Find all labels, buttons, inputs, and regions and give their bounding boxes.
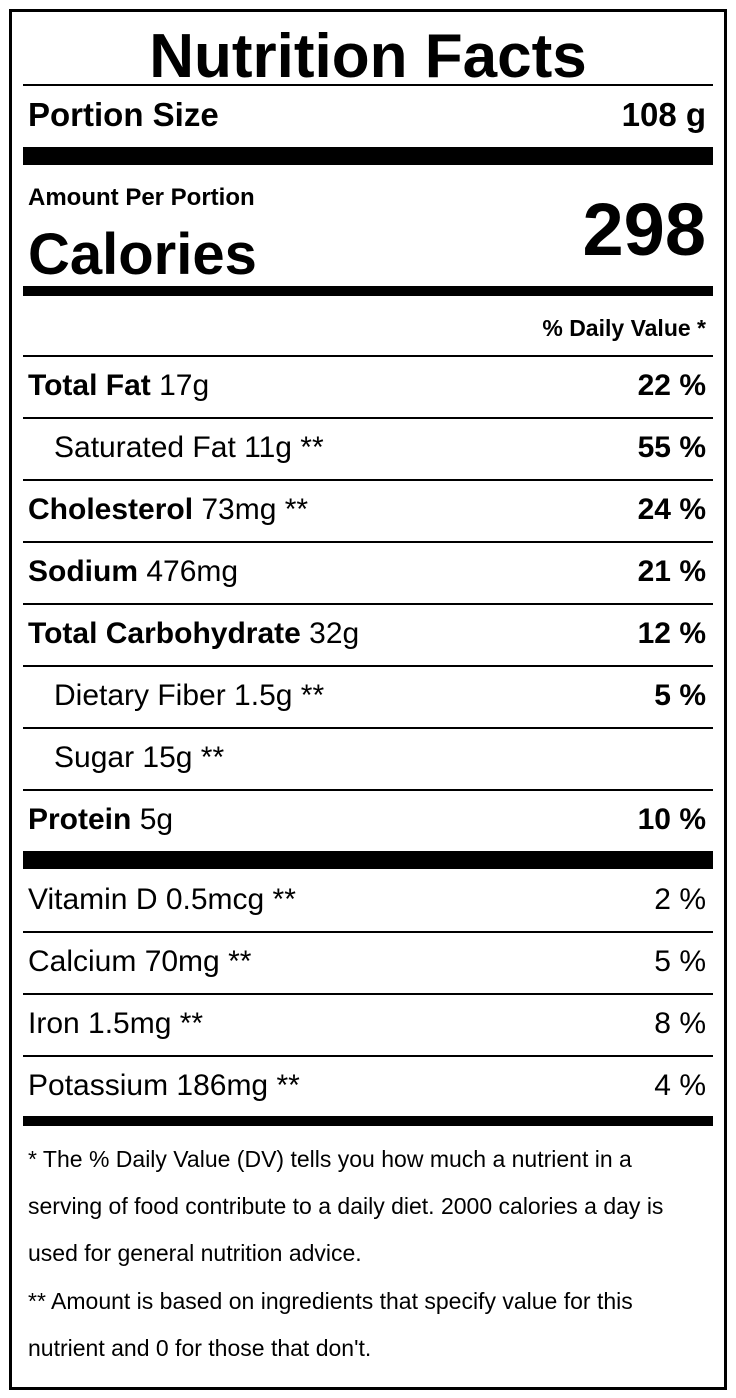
nutrient-name: Dietary Fiber 1.5g **	[54, 679, 325, 712]
divider	[23, 479, 713, 481]
vitamin-dv: 4 %	[654, 1069, 706, 1102]
medium-divider	[23, 1116, 713, 1126]
portion-size-value: 108 g	[621, 96, 706, 133]
nutrient-amount: 5g	[131, 803, 174, 836]
nutrient-name: Protein	[28, 803, 132, 836]
daily-value-header: % Daily Value *	[542, 315, 706, 341]
vitamin-row-calcium: Calcium 70mg **	[28, 945, 252, 978]
nutrient-row-saturated-fat: Saturated Fat 11g **	[54, 431, 324, 465]
divider	[23, 665, 713, 667]
nutrient-dv: 24 %	[637, 493, 706, 526]
vitamin-dv: 5 %	[654, 945, 706, 978]
divider	[23, 417, 713, 419]
nutrient-amount: 17g	[150, 369, 210, 402]
calories-label: Calories	[28, 222, 257, 287]
divider	[23, 1055, 713, 1057]
divider	[23, 993, 713, 995]
amount-per-portion: Amount Per Portion	[28, 184, 255, 211]
nutrient-row-sodium: Sodium 476mg	[28, 555, 238, 589]
calories-value: 298	[582, 188, 706, 271]
nutrient-dv: 55 %	[637, 431, 706, 464]
divider	[23, 931, 713, 933]
thick-divider	[23, 851, 713, 869]
footnote-ingredients: ** Amount is based on ingredients that s…	[28, 1288, 633, 1361]
nutrient-name: Sodium	[28, 555, 138, 588]
divider	[23, 84, 713, 86]
divider	[23, 355, 713, 357]
vitamin-row-vitamin-d: Vitamin D 0.5mcg **	[28, 883, 296, 916]
nutrient-dv: 22 %	[637, 369, 706, 402]
nutrient-row-total-fat: Total Fat 17g	[28, 369, 209, 403]
nutrient-amount: 476mg	[138, 555, 239, 588]
nutrient-row-protein: Protein 5g	[28, 803, 173, 837]
nutrition-label: Nutrition Facts Portion Size 108 g Amoun…	[9, 9, 727, 1390]
label-title: Nutrition Facts	[149, 22, 587, 91]
divider	[23, 603, 713, 605]
nutrient-name: Saturated Fat 11g **	[54, 431, 324, 464]
nutrient-amount: 32g	[300, 617, 360, 650]
portion-size-label: Portion Size	[28, 96, 219, 133]
nutrient-row-cholesterol: Cholesterol 73mg **	[28, 493, 308, 527]
nutrient-amount: 73mg **	[193, 493, 309, 526]
nutrient-dv: 5 %	[654, 679, 706, 712]
nutrient-dv: 10 %	[637, 803, 706, 836]
nutrient-name: Total Carbohydrate	[28, 617, 301, 650]
footnote-daily-value: * The % Daily Value (DV) tells you how m…	[28, 1146, 664, 1266]
vitamin-dv: 2 %	[654, 883, 706, 916]
medium-divider	[23, 286, 713, 296]
divider	[23, 727, 713, 729]
divider	[23, 789, 713, 791]
vitamin-row-potassium: Potassium 186mg **	[28, 1069, 300, 1102]
nutrient-dv: 21 %	[637, 555, 706, 588]
vitamin-row-iron: Iron 1.5mg **	[28, 1007, 204, 1040]
nutrient-row-dietary-fiber: Dietary Fiber 1.5g **	[54, 679, 324, 713]
nutrient-name: Total Fat	[28, 369, 151, 402]
vitamin-dv: 8 %	[654, 1007, 706, 1040]
nutrient-name: Cholesterol	[28, 493, 194, 526]
thick-divider	[23, 147, 713, 165]
nutrient-row-sugar: Sugar 15g **	[54, 741, 224, 775]
nutrient-dv: 12 %	[637, 617, 706, 650]
nutrient-row-total-carbohydrate: Total Carbohydrate 32g	[28, 617, 359, 651]
nutrient-name: Sugar 15g **	[54, 741, 225, 774]
divider	[23, 541, 713, 543]
